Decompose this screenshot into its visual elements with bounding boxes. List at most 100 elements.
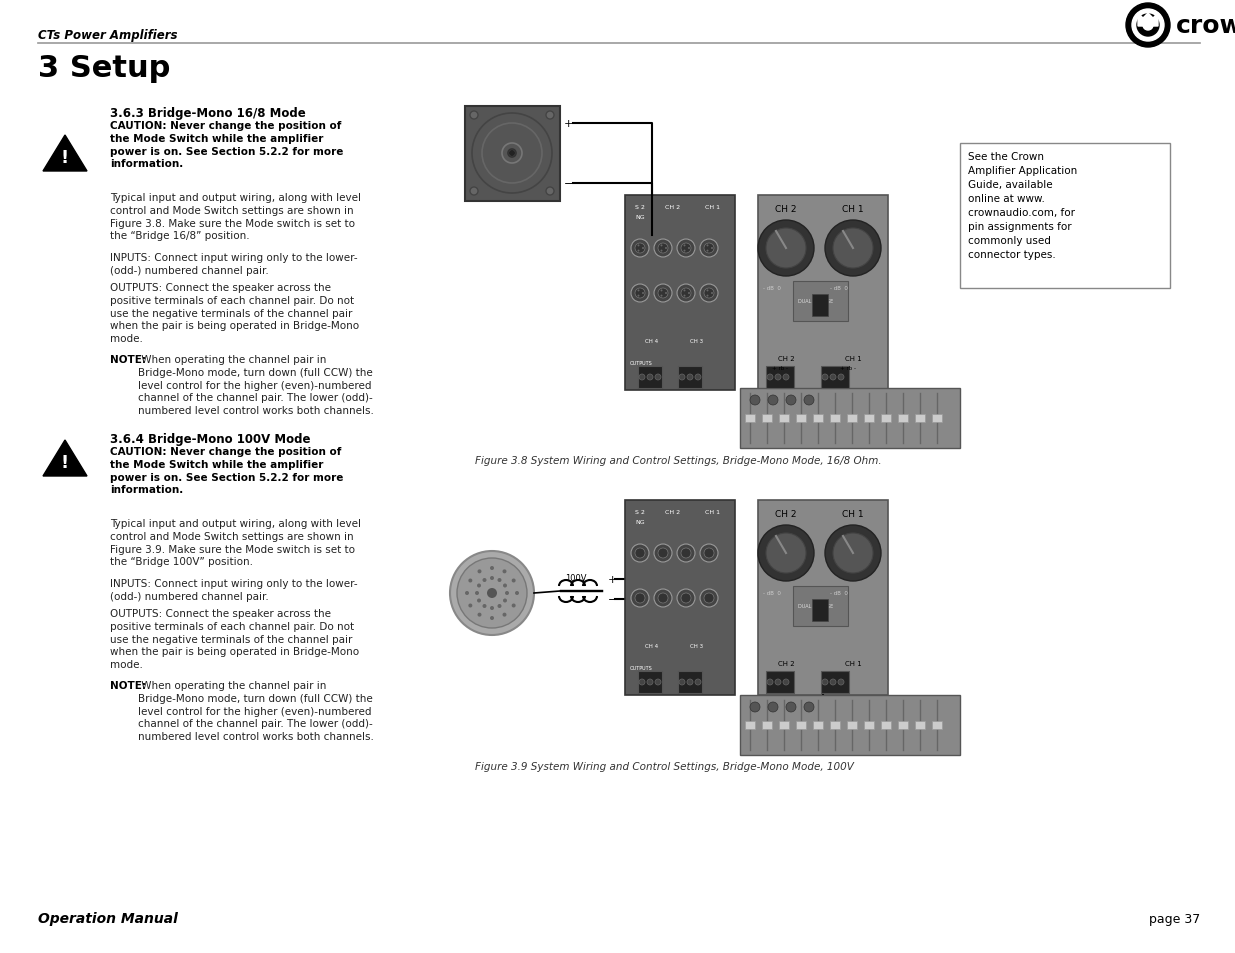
Circle shape (631, 285, 650, 303)
Text: CH 1: CH 1 (842, 510, 863, 518)
Circle shape (647, 375, 653, 380)
Circle shape (468, 578, 472, 583)
Circle shape (509, 151, 515, 157)
Circle shape (783, 375, 789, 380)
Circle shape (483, 604, 487, 608)
Circle shape (478, 570, 482, 574)
Circle shape (823, 679, 827, 685)
Text: S 2: S 2 (635, 510, 645, 515)
Text: CH 3: CH 3 (690, 338, 703, 344)
Circle shape (637, 290, 640, 293)
Text: CAUTION: Never change the position of
the Mode Switch while the amplifier
power : CAUTION: Never change the position of th… (110, 447, 343, 495)
Circle shape (706, 295, 709, 297)
FancyBboxPatch shape (766, 671, 794, 693)
Text: Figure 3.9 System Wiring and Control Settings, Bridge-Mono Mode, 100V: Figure 3.9 System Wiring and Control Set… (475, 761, 853, 771)
Circle shape (511, 604, 516, 608)
Circle shape (642, 293, 643, 294)
Text: S 2: S 2 (635, 205, 645, 210)
Text: crown: crown (1176, 14, 1235, 38)
Text: −: − (608, 595, 618, 604)
Circle shape (830, 375, 836, 380)
Circle shape (677, 240, 695, 257)
Circle shape (471, 188, 478, 195)
Circle shape (655, 285, 672, 303)
FancyBboxPatch shape (813, 415, 823, 422)
Text: OUTPUTS: OUTPUTS (630, 360, 653, 366)
Circle shape (767, 375, 773, 380)
FancyBboxPatch shape (766, 367, 794, 389)
Circle shape (503, 584, 508, 588)
Text: NOTE:: NOTE: (110, 680, 146, 690)
Circle shape (768, 702, 778, 712)
Circle shape (635, 289, 645, 298)
Circle shape (706, 251, 709, 253)
Circle shape (655, 375, 661, 380)
FancyBboxPatch shape (915, 721, 925, 729)
Text: INPUTS: Connect input wiring only to the lower-
(odd-) numbered channel pair.: INPUTS: Connect input wiring only to the… (110, 253, 358, 275)
Text: OUTPUTS: OUTPUTS (630, 665, 653, 670)
Circle shape (695, 375, 701, 380)
Circle shape (776, 375, 781, 380)
Circle shape (637, 251, 640, 253)
Circle shape (785, 702, 797, 712)
Circle shape (679, 679, 685, 685)
Circle shape (704, 289, 714, 298)
Circle shape (475, 592, 479, 596)
Text: +: + (564, 119, 573, 129)
Ellipse shape (1126, 4, 1170, 48)
FancyBboxPatch shape (821, 671, 848, 693)
Circle shape (635, 244, 645, 253)
Circle shape (680, 594, 692, 603)
FancyBboxPatch shape (847, 415, 857, 422)
Circle shape (635, 594, 645, 603)
Circle shape (457, 558, 527, 628)
Circle shape (478, 613, 482, 617)
Circle shape (490, 617, 494, 620)
FancyBboxPatch shape (847, 721, 857, 729)
Circle shape (466, 592, 469, 596)
Circle shape (664, 248, 667, 250)
Text: DUAL  BRIDGE: DUAL BRIDGE (798, 603, 834, 608)
Circle shape (515, 592, 519, 596)
Text: + rb -: + rb - (840, 366, 856, 371)
Ellipse shape (1132, 10, 1165, 42)
Circle shape (677, 589, 695, 607)
FancyBboxPatch shape (625, 500, 735, 696)
Circle shape (490, 606, 494, 610)
Text: NG: NG (635, 519, 645, 524)
Circle shape (823, 375, 827, 380)
Circle shape (658, 594, 668, 603)
Circle shape (825, 525, 881, 581)
Circle shape (704, 244, 714, 253)
Circle shape (468, 604, 472, 608)
Circle shape (546, 188, 555, 195)
Circle shape (487, 588, 496, 598)
Circle shape (655, 544, 672, 562)
FancyBboxPatch shape (915, 415, 925, 422)
FancyBboxPatch shape (638, 367, 662, 389)
FancyBboxPatch shape (813, 721, 823, 729)
Circle shape (680, 244, 692, 253)
Circle shape (700, 544, 718, 562)
Text: !: ! (61, 149, 69, 167)
Circle shape (687, 375, 693, 380)
Circle shape (766, 229, 806, 269)
Circle shape (637, 245, 640, 247)
Circle shape (450, 552, 534, 636)
Text: - dB  0: - dB 0 (830, 590, 848, 596)
Circle shape (638, 679, 645, 685)
Circle shape (661, 295, 662, 297)
Polygon shape (43, 440, 86, 476)
FancyBboxPatch shape (898, 721, 908, 729)
Circle shape (700, 589, 718, 607)
Text: CH 1: CH 1 (705, 205, 720, 210)
Text: - dB  0: - dB 0 (763, 286, 781, 291)
Circle shape (677, 285, 695, 303)
FancyBboxPatch shape (745, 415, 755, 422)
Circle shape (832, 534, 873, 574)
Circle shape (647, 679, 653, 685)
Text: +: + (608, 575, 618, 584)
Circle shape (830, 679, 836, 685)
Circle shape (700, 240, 718, 257)
Circle shape (832, 229, 873, 269)
